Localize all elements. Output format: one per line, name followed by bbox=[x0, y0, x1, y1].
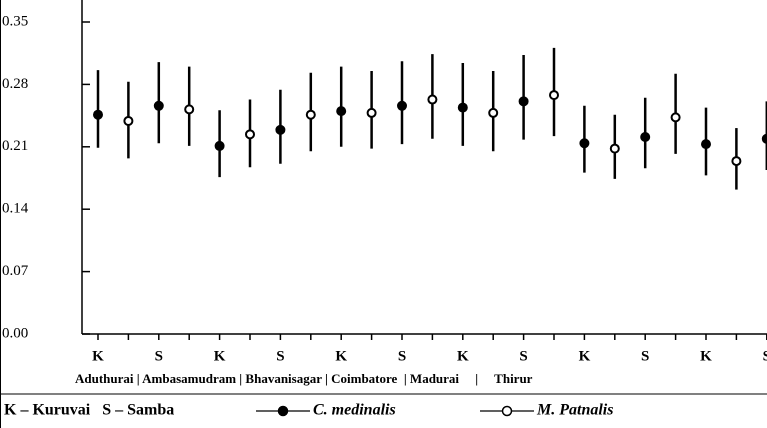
point bbox=[488, 107, 499, 118]
point bbox=[366, 107, 377, 118]
legend-marker bbox=[277, 405, 289, 417]
x-tick-label: K bbox=[92, 348, 104, 364]
x-tick-label: K bbox=[579, 348, 591, 364]
point bbox=[153, 100, 164, 111]
point bbox=[214, 140, 225, 151]
point bbox=[579, 138, 590, 149]
point bbox=[609, 143, 620, 154]
x-tick-label: S bbox=[641, 348, 649, 364]
x-tick-label: K bbox=[700, 348, 712, 364]
y-tick-label: 0.14 bbox=[2, 201, 29, 217]
point bbox=[427, 94, 438, 105]
x-tick-label: S bbox=[398, 348, 406, 364]
x-tick-label: S bbox=[763, 348, 767, 364]
legend-marker bbox=[501, 405, 513, 417]
point bbox=[123, 115, 134, 126]
x-tick-label: S bbox=[519, 348, 527, 364]
point bbox=[731, 156, 742, 167]
point bbox=[549, 90, 559, 101]
x-tick-label: S bbox=[155, 348, 163, 364]
point bbox=[761, 133, 767, 144]
point bbox=[397, 100, 407, 111]
legend-label: M. Patnalis bbox=[536, 402, 613, 419]
point bbox=[701, 139, 711, 150]
x-tick-label: K bbox=[214, 348, 226, 364]
point bbox=[518, 96, 529, 107]
y-tick-label: 0.07 bbox=[2, 263, 29, 279]
y-tick-label: 0.28 bbox=[2, 76, 28, 92]
point bbox=[93, 109, 103, 120]
point bbox=[670, 112, 681, 123]
legend-note: K – Kuruvai S – Samba bbox=[4, 402, 174, 419]
point bbox=[245, 129, 255, 140]
point bbox=[305, 109, 316, 120]
x-tick-label: S bbox=[276, 348, 284, 364]
point bbox=[457, 102, 468, 113]
point bbox=[184, 104, 195, 115]
point bbox=[275, 124, 286, 135]
point bbox=[640, 131, 651, 142]
point bbox=[336, 106, 347, 117]
legend-label: C. medinalis bbox=[313, 402, 396, 419]
x-axis-label: Aduthurai | Ambasamudram | Bhavanisagar … bbox=[75, 371, 533, 386]
y-tick-label: 0.35 bbox=[2, 13, 28, 29]
y-tick-label: 0.21 bbox=[2, 138, 28, 154]
x-tick-label: K bbox=[335, 348, 347, 364]
x-tick-label: K bbox=[457, 348, 469, 364]
y-tick-label: 0.00 bbox=[2, 325, 28, 341]
